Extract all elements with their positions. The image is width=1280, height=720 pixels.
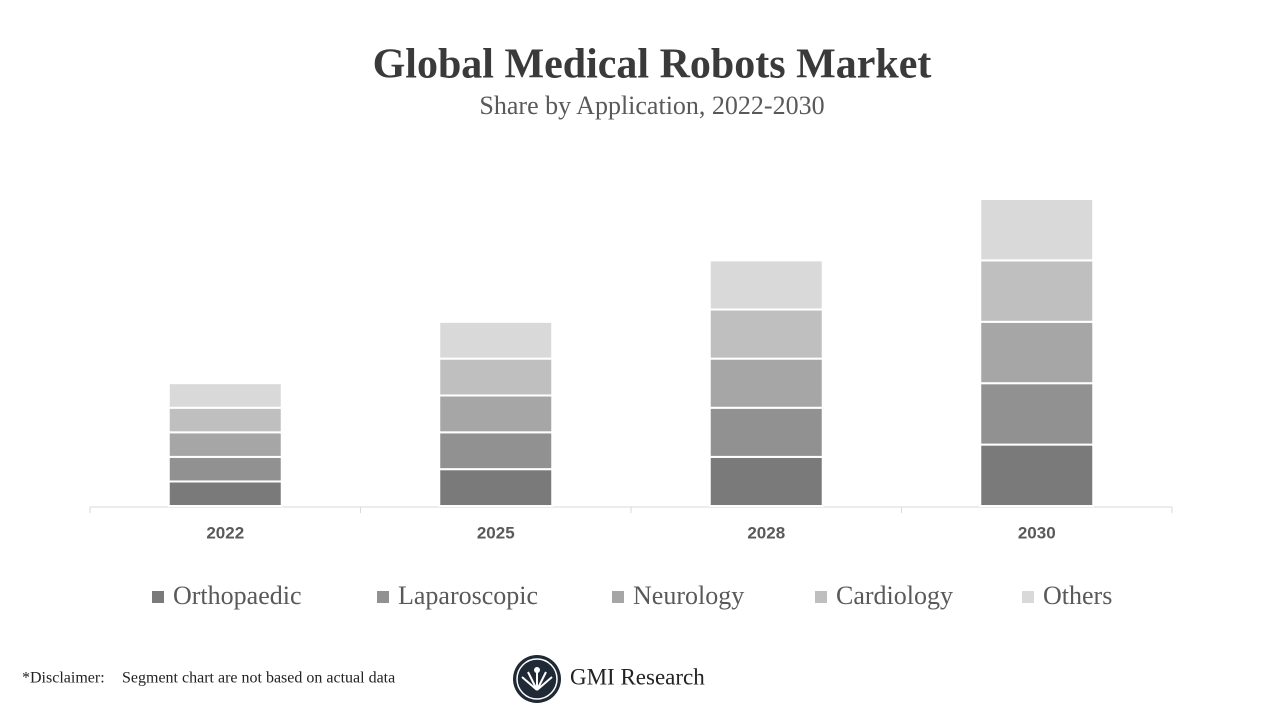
bar-segment — [708, 357, 824, 409]
legend-label: Neurology — [633, 581, 744, 610]
bar-segment — [708, 406, 824, 458]
bar-segment — [438, 394, 554, 434]
bar-segment — [708, 308, 824, 360]
legend-label: Cardiology — [836, 581, 953, 610]
bar-segment — [979, 382, 1095, 446]
bar-segment — [708, 455, 824, 508]
logo — [513, 655, 561, 703]
x-tick-label: 2022 — [206, 523, 244, 542]
bar-segment — [708, 259, 824, 311]
disclaimer-label: *Disclaimer: — [22, 670, 105, 687]
bar-segment — [979, 259, 1095, 323]
chart-subtitle: Share by Application, 2022-2030 — [479, 91, 824, 120]
bar-segment — [979, 320, 1095, 385]
disclaimer: Segment chart are not based on actual da… — [122, 670, 395, 687]
brand: GMI Research — [570, 664, 705, 689]
legend-swatch — [612, 591, 624, 603]
bar-segment — [167, 480, 283, 508]
bar-segment — [167, 455, 283, 483]
bar-segment — [438, 357, 554, 397]
bar-segment — [167, 382, 283, 409]
legend-label: Others — [1043, 581, 1112, 610]
x-tick-label: 2030 — [1018, 523, 1056, 542]
x-tick-label: 2028 — [747, 523, 785, 542]
legend-swatch — [152, 591, 164, 603]
bar-segment — [438, 468, 554, 508]
chart-title: Global Medical Robots Market — [373, 42, 932, 88]
legend-swatch — [1022, 591, 1034, 603]
bar-segment — [979, 443, 1095, 508]
legend-swatch — [377, 591, 389, 603]
bar-segment — [167, 406, 283, 434]
legend-label: Laparoscopic — [398, 581, 538, 610]
x-tick-label: 2025 — [477, 523, 515, 542]
bar-segment — [167, 431, 283, 458]
bar-segment — [438, 320, 554, 360]
legend-label: Orthopaedic — [173, 581, 302, 610]
legend-swatch — [815, 591, 827, 603]
bar-segment — [979, 198, 1095, 262]
bar-segment — [438, 431, 554, 471]
